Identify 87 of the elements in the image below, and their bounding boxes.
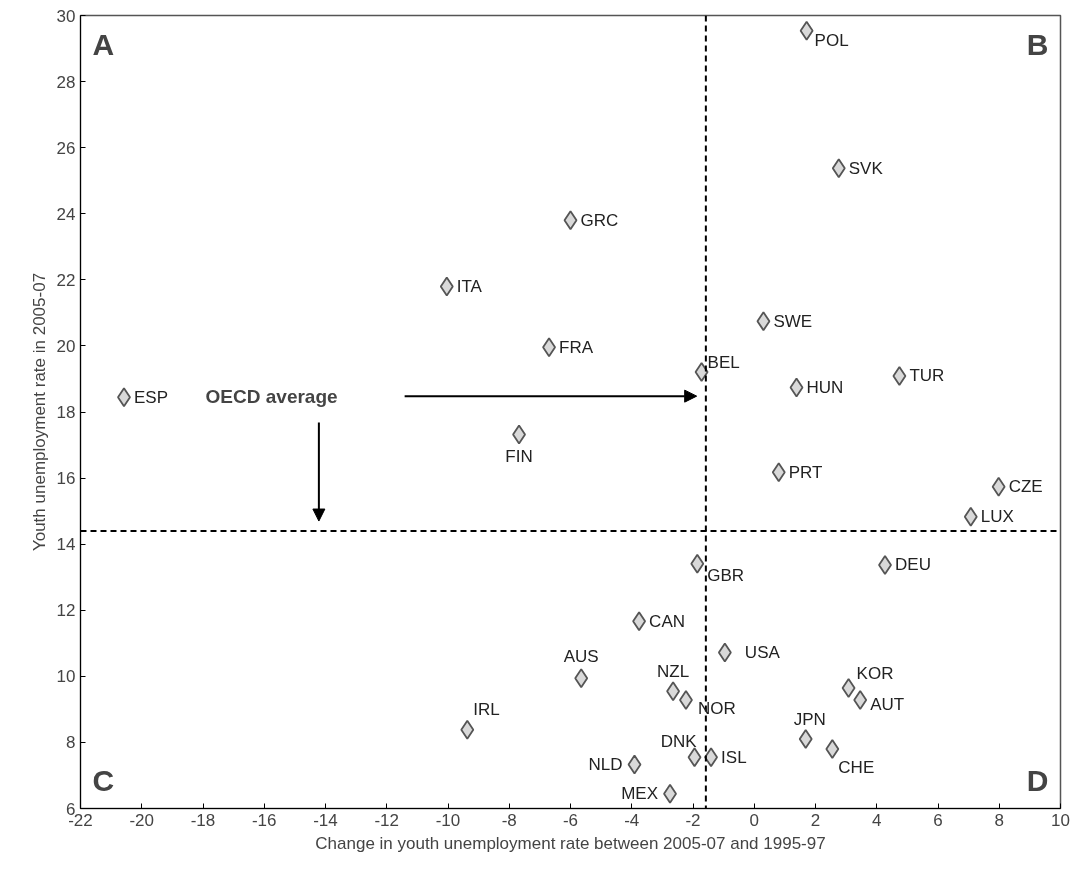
data-label: IRL: [473, 700, 500, 720]
data-label: PRT: [788, 462, 823, 482]
data-label: CZE: [1008, 477, 1043, 497]
x-tick-label: -2: [685, 810, 701, 830]
y-tick-label: 14: [56, 535, 76, 555]
point: [687, 747, 702, 768]
point: [563, 210, 578, 231]
data-label: DEU: [895, 555, 931, 575]
x-tick-label: -20: [129, 810, 155, 830]
annotation: A: [92, 27, 115, 61]
x-tick-label: -6: [562, 810, 579, 830]
y-tick-label: 16: [56, 469, 76, 489]
data-label: JPN: [793, 709, 826, 729]
x-tick-label: -18: [190, 810, 216, 830]
annotation: C: [92, 763, 115, 797]
x-axis-title: Change in youth unemployment rate between 2005-07 and 1995-97: [315, 833, 826, 853]
x-tick-label: -4: [624, 810, 640, 830]
x-tick-label: 10: [1051, 810, 1070, 830]
x-tick-label: -10: [435, 810, 461, 830]
x-tick-label: 4: [872, 810, 882, 830]
point: [756, 311, 771, 332]
y-tick-label: 12: [56, 601, 76, 621]
y-tick-label: 10: [56, 667, 76, 687]
point: [841, 678, 856, 698]
point: [963, 506, 978, 527]
data-label: DNK: [660, 731, 698, 751]
data-label: NOR: [697, 698, 736, 718]
data-label: GBR: [707, 566, 745, 586]
data-label: AUS: [563, 646, 599, 666]
annotation: B: [1026, 27, 1049, 61]
x-tick-label: 8: [994, 810, 1004, 830]
x-tick-label: 0: [749, 810, 759, 830]
point: [825, 739, 840, 759]
point: [717, 642, 732, 663]
x-tick-label: 2: [810, 810, 821, 830]
data-label: TUR: [909, 366, 945, 386]
point: [831, 158, 846, 179]
point: [892, 366, 907, 386]
data-label: MEX: [621, 784, 659, 804]
annotation: OECD average: [205, 385, 338, 407]
data-label: HUN: [806, 378, 844, 398]
annotation: D: [1026, 763, 1049, 797]
data-label: SVK: [848, 158, 884, 178]
data-label: ISL: [721, 747, 747, 767]
data-label: USA: [744, 643, 781, 663]
point: [789, 377, 804, 398]
point: [878, 555, 892, 575]
data-label: GRC: [580, 210, 619, 230]
x-tick-label: 6: [933, 810, 943, 830]
y-tick-label: 30: [56, 6, 76, 26]
data-label: ITA: [456, 276, 483, 296]
point: [574, 668, 589, 689]
data-label: BEL: [707, 352, 740, 372]
point: [694, 362, 709, 382]
data-label: NZL: [657, 661, 690, 681]
y-tick-label: 18: [56, 403, 76, 422]
y-tick-label: 26: [56, 138, 76, 158]
data-label: ESP: [133, 387, 169, 407]
x-tick-label: -16: [251, 810, 277, 830]
point: [627, 754, 642, 775]
x-tick-label: -14: [313, 810, 338, 830]
point: [799, 20, 814, 41]
point: [460, 719, 475, 740]
data-label: NLD: [588, 755, 623, 775]
data-label: POL: [814, 31, 849, 51]
data-label: SWE: [773, 311, 813, 331]
data-label: LUX: [980, 507, 1014, 527]
point: [439, 276, 454, 297]
y-tick-label: 20: [56, 336, 76, 356]
y-axis-title: Youth unemployment rate in 2005-07: [29, 272, 49, 552]
data-label: CAN: [649, 611, 686, 631]
y-tick-label: 28: [56, 72, 76, 92]
data-label: FIN: [505, 446, 533, 466]
data-label: CHE: [838, 757, 875, 777]
data-label: AUT: [870, 694, 905, 714]
y-tick-label: 24: [56, 204, 76, 224]
data-label: FRA: [559, 337, 594, 357]
point: [771, 462, 786, 483]
y-tick-label: 22: [56, 270, 76, 290]
data-label: KOR: [856, 664, 894, 684]
point: [991, 476, 1006, 497]
x-tick-label: -8: [501, 810, 517, 830]
point: [853, 690, 868, 711]
y-tick-label: 8: [66, 733, 76, 753]
point: [798, 729, 813, 750]
point: [690, 553, 705, 574]
x-tick-label: -12: [374, 810, 400, 830]
